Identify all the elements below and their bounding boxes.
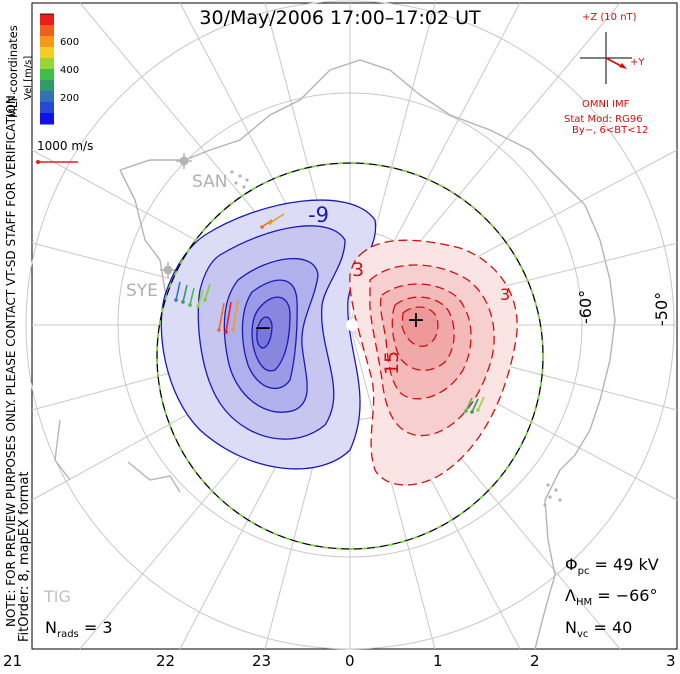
reference-vector-label: 1000 m/s xyxy=(37,139,94,153)
contour-label-positive-a: 3 xyxy=(352,259,364,281)
mlt-hour-23: 23 xyxy=(252,652,272,670)
colorbar-swatch xyxy=(40,25,54,37)
velocity-tick-600: 600 xyxy=(60,37,80,48)
velocity-tick-400: 400 xyxy=(60,65,80,76)
colorbar-swatch xyxy=(40,47,54,59)
colorbar-swatch xyxy=(40,102,54,114)
map-title: 30/May/2006 17:00–17:02 UT xyxy=(199,7,481,29)
imf-dial xyxy=(580,32,632,84)
island-dots xyxy=(230,170,562,507)
mlt-hour-0: 0 xyxy=(345,652,355,670)
mlt-hour-22: 22 xyxy=(156,652,176,670)
colorbar-swatch xyxy=(40,36,54,48)
stat-model: Stat Mod: RG96 xyxy=(564,114,643,125)
fit-info: FitOrder: 8, mapEX format xyxy=(17,471,32,642)
colorbar-swatch xyxy=(40,91,54,103)
station-marker-sye xyxy=(160,262,176,278)
potential-max-marker: + xyxy=(407,308,425,333)
vector-count: Nvc = 40 xyxy=(565,618,633,641)
colorbar-swatch xyxy=(40,113,54,125)
mlt-hour-1: 1 xyxy=(433,652,443,670)
contour-label-positive-c: 3 xyxy=(500,285,510,304)
station-label-tig: TIG xyxy=(44,587,71,606)
station-marker-san xyxy=(176,153,192,169)
velocity-colorbar xyxy=(40,14,54,125)
station-label-san: SAN xyxy=(192,172,228,192)
hm-boundary-latitude: ΛHM = −66° xyxy=(565,586,658,609)
heppner-maynard-boundary xyxy=(156,162,544,550)
colorbar-swatch xyxy=(40,58,54,70)
colorbar-swatch xyxy=(40,14,54,26)
mlt-hour-3: 3 xyxy=(666,652,676,670)
contour-label-negative: -9 xyxy=(308,203,329,227)
pole-marker xyxy=(346,319,358,331)
velocity-scale-label: Vel [m/s] xyxy=(23,55,34,100)
imf-y-label: +Y xyxy=(630,57,645,68)
contour-label-positive-b: 15 xyxy=(381,351,403,375)
colorbar-swatch xyxy=(40,69,54,81)
positive-potential-cell xyxy=(349,239,518,486)
nrads-stat: Nrads = 3 xyxy=(45,618,113,641)
imf-z-label: +Z (10 nT) xyxy=(582,12,637,23)
colorbar-swatch xyxy=(40,80,54,92)
velocity-tick-200: 200 xyxy=(60,93,80,104)
reference-vector xyxy=(36,160,78,164)
imf-source: OMNI IMF xyxy=(582,99,630,110)
station-label-sye: SYE xyxy=(126,281,158,301)
latitude-label-60: -60° xyxy=(576,289,595,324)
cross-polar-potential: Φpc = 49 kV xyxy=(565,555,659,578)
velocity-vectors xyxy=(174,213,485,414)
negative-potential-cell xyxy=(160,199,377,470)
mlt-hour-2: 2 xyxy=(530,652,540,670)
potential-min-marker: − xyxy=(254,316,272,341)
preview-note: NOTE: FOR PREVIEW PURPOSES ONLY. PLEASE … xyxy=(4,91,18,627)
latitude-label-50: -50° xyxy=(652,291,671,326)
mlt-hour-21: 21 xyxy=(3,652,23,670)
imf-condition: By−, 6<BT<12 xyxy=(572,125,649,136)
